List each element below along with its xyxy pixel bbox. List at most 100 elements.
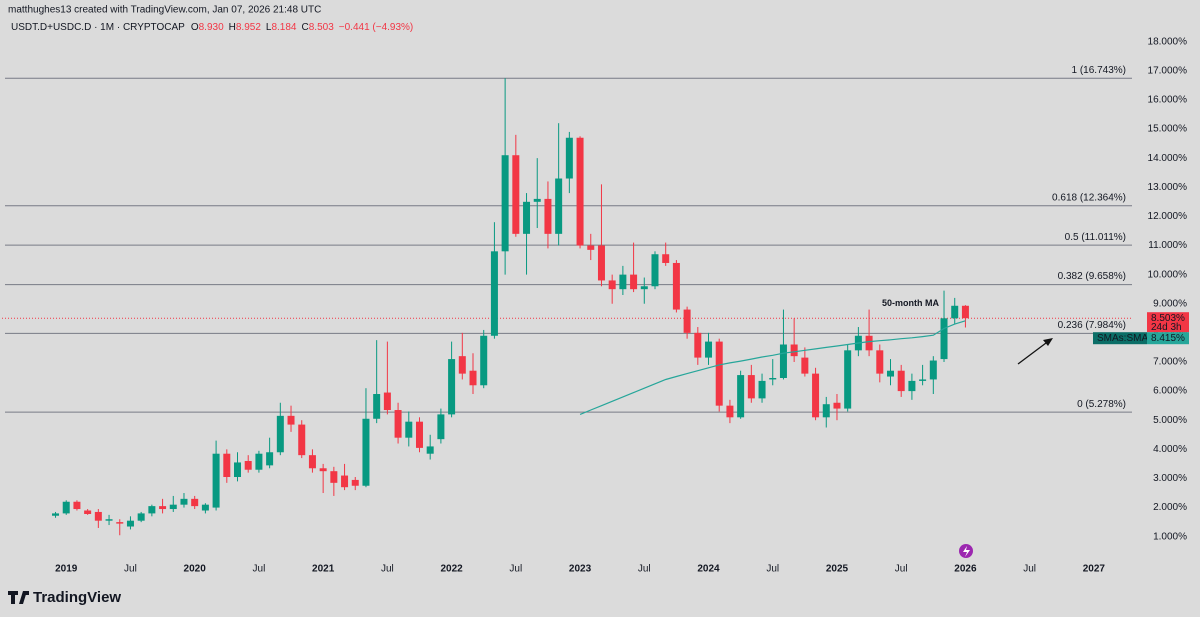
- y-tick-label: 11.000%: [1148, 240, 1187, 251]
- candle-body: [116, 522, 124, 524]
- ohlc-key: O: [191, 22, 199, 33]
- x-tick-label: Jul: [1023, 564, 1036, 575]
- candle-body: [908, 380, 916, 392]
- x-tick-label: Jul: [895, 564, 908, 575]
- fib-label: 0.236 (7.984%): [1058, 320, 1126, 331]
- candle-body: [608, 280, 616, 290]
- candle-body: [619, 274, 627, 290]
- fib-label: 0.618 (12.364%): [1052, 192, 1126, 203]
- candle-body: [533, 198, 541, 202]
- symbol-title: USDT.D+USDC.D · 1M · CRYPTOCAP: [11, 22, 185, 33]
- candle-body: [833, 402, 841, 409]
- candle-body: [126, 520, 134, 527]
- ohlc-value: 8.952: [236, 22, 261, 33]
- x-tick-label: 2022: [440, 564, 463, 575]
- countdown: 24d 3h: [1151, 322, 1182, 333]
- candle-body: [662, 254, 670, 263]
- x-tick-label: 2020: [184, 564, 207, 575]
- fib-label: 0.5 (11.011%): [1065, 232, 1126, 243]
- candle-body: [84, 510, 92, 514]
- candle-body: [212, 453, 220, 508]
- candle-body: [437, 414, 445, 440]
- candle-body: [737, 375, 745, 418]
- y-tick-label: 12.000%: [1148, 211, 1188, 222]
- sma-value-box: [1147, 332, 1189, 345]
- x-tick-label: Jul: [124, 564, 137, 575]
- candle-body: [886, 370, 894, 377]
- y-tick-label: 1.000%: [1153, 531, 1187, 542]
- candle-body: [405, 421, 413, 438]
- candle-body: [779, 344, 787, 378]
- x-tick-label: 2023: [569, 564, 592, 575]
- candle-body: [341, 475, 349, 488]
- candle-body: [426, 446, 434, 454]
- candle-body: [501, 155, 509, 252]
- candle-body: [105, 519, 113, 521]
- candle-body: [234, 462, 242, 478]
- legend-header: USDT.D+USDC.D · 1M · CRYPTOCAP O8.930 H8.9…: [11, 22, 413, 33]
- y-tick-label: 15.000%: [1148, 124, 1188, 135]
- event-icon-glyph: [963, 546, 970, 557]
- ohlc-value: 8.930: [199, 22, 224, 33]
- candle-body: [308, 455, 316, 469]
- candle-body: [715, 341, 723, 406]
- candle-body: [169, 504, 177, 510]
- candle-body: [276, 415, 284, 453]
- candle-body: [480, 335, 488, 386]
- arrow: [1017, 339, 1051, 365]
- candle-body: [415, 421, 423, 448]
- x-tick-label: 2024: [697, 564, 720, 575]
- candle-body: [394, 410, 402, 438]
- candle-body: [758, 380, 766, 399]
- candle-body: [576, 137, 584, 246]
- candle-body: [555, 178, 563, 234]
- candle-body: [919, 379, 927, 381]
- x-tick-label: 2027: [1083, 564, 1106, 575]
- sma-annotation: 50-month MA: [882, 298, 939, 308]
- candle-body: [191, 498, 199, 507]
- y-tick-label: 14.000%: [1148, 153, 1188, 164]
- y-tick-label: 9.000%: [1153, 298, 1187, 309]
- candle-body: [523, 201, 531, 234]
- fib-label: 0.382 (9.658%): [1058, 271, 1126, 282]
- candle-body: [266, 452, 274, 466]
- x-tick-label: 2026: [954, 564, 977, 575]
- candle-body: [180, 498, 188, 505]
- candle-body: [587, 245, 595, 250]
- y-tick-label: 7.000%: [1153, 357, 1187, 368]
- brand: TradingView: [33, 589, 121, 606]
- candle-body: [201, 504, 209, 511]
- credit: matthughes13 created with TradingView.co…: [8, 5, 321, 16]
- candle-body: [961, 305, 969, 319]
- y-tick-label: 13.000%: [1148, 182, 1188, 193]
- candle-body: [244, 460, 252, 470]
- x-tick-label: Jul: [638, 564, 651, 575]
- sma-line: [579, 320, 966, 415]
- candle-body: [565, 137, 573, 179]
- candle-body: [287, 415, 295, 425]
- candle-body: [876, 350, 884, 374]
- candle-body: [223, 453, 231, 478]
- candle-body: [319, 468, 327, 472]
- candle-body: [448, 359, 456, 415]
- candle-body: [929, 360, 937, 380]
- fib-label: 1 (16.743%): [1072, 65, 1126, 76]
- candle-body: [865, 335, 873, 351]
- y-tick-label: 17.000%: [1148, 65, 1188, 76]
- candle-body: [298, 424, 306, 456]
- candle-body: [148, 506, 156, 514]
- candle-body: [640, 286, 648, 290]
- ohlc-value: 8.184: [271, 22, 296, 33]
- x-tick-label: 2019: [55, 564, 78, 575]
- candle-body: [683, 309, 691, 333]
- candle-body: [73, 501, 81, 510]
- candle-body: [705, 341, 713, 358]
- x-tick-label: Jul: [766, 564, 779, 575]
- brand-logo: [8, 591, 29, 604]
- y-tick-label: 18.000%: [1148, 36, 1188, 47]
- candle-body: [383, 392, 391, 411]
- candle-body: [351, 479, 359, 486]
